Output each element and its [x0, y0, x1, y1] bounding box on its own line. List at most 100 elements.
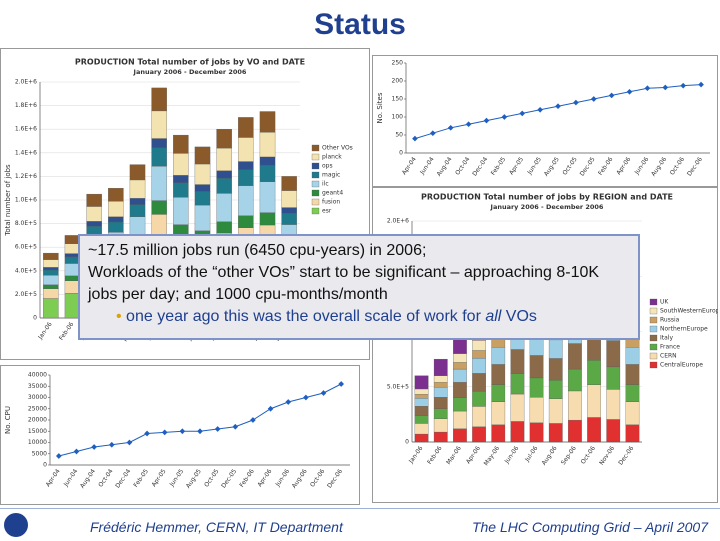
- bar-segment: [548, 398, 563, 424]
- x-tick-label: Jun-05: [168, 468, 185, 489]
- bar-segment: [173, 134, 189, 154]
- y-tick-label: 30000: [28, 394, 47, 401]
- x-tick-label: Feb-06: [597, 156, 615, 177]
- x-tick-label: Jan-06: [407, 445, 424, 466]
- bar-segment: [259, 181, 276, 213]
- bar-segment: [238, 185, 254, 216]
- y-tick-label: 0: [43, 462, 47, 469]
- legend-label: esr: [322, 208, 332, 215]
- y-tick-label: 6.0E+5: [15, 244, 37, 251]
- y-tick-label: 200: [392, 78, 404, 85]
- bar-segment: [259, 156, 276, 166]
- legend-label: SouthWesternEurope: [660, 308, 718, 315]
- x-tick-label: Jun-06: [503, 445, 520, 466]
- bar-segment: [529, 355, 544, 379]
- legend-label: planck: [322, 154, 342, 161]
- y-axis-label: No. Sites: [376, 92, 384, 123]
- bar-segment: [453, 368, 467, 383]
- bar-segment: [151, 87, 167, 112]
- x-tick-label: Apr-05: [150, 468, 167, 488]
- point: [662, 84, 669, 91]
- bar-segment: [529, 377, 544, 398]
- x-tick-label: Oct-05: [561, 156, 578, 177]
- bar-segment: [173, 175, 189, 183]
- footer-left: Frédéric Hemmer, CERN, IT Department: [90, 519, 343, 535]
- bullet: one year ago this was the overall scale …: [88, 306, 630, 328]
- y-tick-label: 2.0E+6: [387, 218, 409, 225]
- bar-segment: [414, 388, 429, 395]
- x-tick-label: Apr-04: [45, 468, 62, 488]
- chart-title: PRODUCTION Total number of jobs by VO an…: [75, 58, 305, 67]
- bar-segment: [548, 379, 563, 399]
- x-tick-label: Jun-06: [633, 156, 650, 177]
- bar-segment: [433, 358, 448, 376]
- legend-label: France: [660, 344, 680, 351]
- legend-label: NorthernEurope: [660, 326, 708, 333]
- bar-segment: [414, 415, 429, 424]
- legend-swatch: [649, 352, 658, 360]
- y-tick-label: 0: [33, 315, 37, 322]
- bullet-text: one year ago this was the overall scale …: [126, 308, 486, 325]
- bar-segment: [194, 184, 211, 192]
- x-tick-label: Feb-06: [58, 321, 76, 342]
- point: [126, 439, 133, 446]
- frame: [372, 55, 718, 187]
- y-tick-label: 50: [395, 132, 403, 139]
- bar-segment: [216, 193, 232, 222]
- point: [501, 114, 508, 120]
- bar-segment: [194, 204, 211, 231]
- legend-label: Other VOs: [322, 145, 353, 152]
- x-tick-label: Dec-06: [617, 445, 635, 467]
- y-tick-label: 5.0E+5: [387, 383, 409, 390]
- bar-segment: [129, 179, 146, 199]
- x-tick-label: Aug-05: [543, 156, 561, 178]
- bar-segment: [472, 391, 486, 407]
- x-tick-label: Dec-05: [220, 468, 238, 490]
- x-tick-label: Mar-06: [445, 445, 463, 466]
- legend-swatch: [311, 171, 320, 179]
- bar-segment: [238, 215, 254, 228]
- point: [161, 429, 168, 436]
- bar-segment: [43, 298, 59, 319]
- bar-segment: [414, 398, 429, 407]
- legend-swatch: [649, 343, 658, 351]
- bar-segment: [173, 153, 189, 176]
- bar-segment: [587, 417, 601, 443]
- bar-segment: [453, 382, 467, 398]
- y-tick-label: 40000: [28, 372, 47, 379]
- bar-segment: [414, 423, 429, 435]
- bar-segment: [194, 163, 211, 185]
- bar-segment: [108, 216, 124, 223]
- bar-segment: [43, 269, 59, 276]
- point: [303, 394, 309, 401]
- y-tick-label: 35000: [28, 383, 47, 390]
- y-tick-label: 0: [405, 439, 409, 446]
- bar-segment: [129, 204, 146, 217]
- bar-segment: [568, 368, 582, 392]
- line: [58, 383, 342, 457]
- chart-title: PRODUCTION Total number of jobs by REGIO…: [421, 193, 673, 202]
- x-tick-label: Dec-04: [114, 468, 132, 490]
- chart-subtitle: January 2006 - December 2006: [490, 203, 604, 211]
- bar-segment: [129, 198, 146, 205]
- bar-segment: [568, 343, 582, 370]
- text-box: ~17.5 million jobs run (6450 cpu-years) …: [78, 234, 640, 340]
- bar-segment: [281, 176, 297, 191]
- point: [465, 121, 472, 128]
- x-tick-label: Aug-04: [435, 156, 453, 178]
- bullet-text: VOs: [501, 308, 537, 325]
- point: [285, 399, 292, 405]
- point: [429, 130, 436, 137]
- bar-segment: [510, 393, 525, 422]
- point: [555, 103, 561, 110]
- y-tick-label: 1.8E+6: [15, 102, 37, 109]
- legend-label: fusion: [322, 199, 340, 206]
- bar-segment: [173, 182, 189, 198]
- bar-segment: [568, 390, 582, 421]
- slide-title: Status: [314, 8, 406, 41]
- y-tick-label: 8.0E+5: [15, 220, 37, 227]
- bar-segment: [281, 190, 297, 208]
- bar-segment: [491, 424, 506, 443]
- bar-segment: [491, 401, 506, 425]
